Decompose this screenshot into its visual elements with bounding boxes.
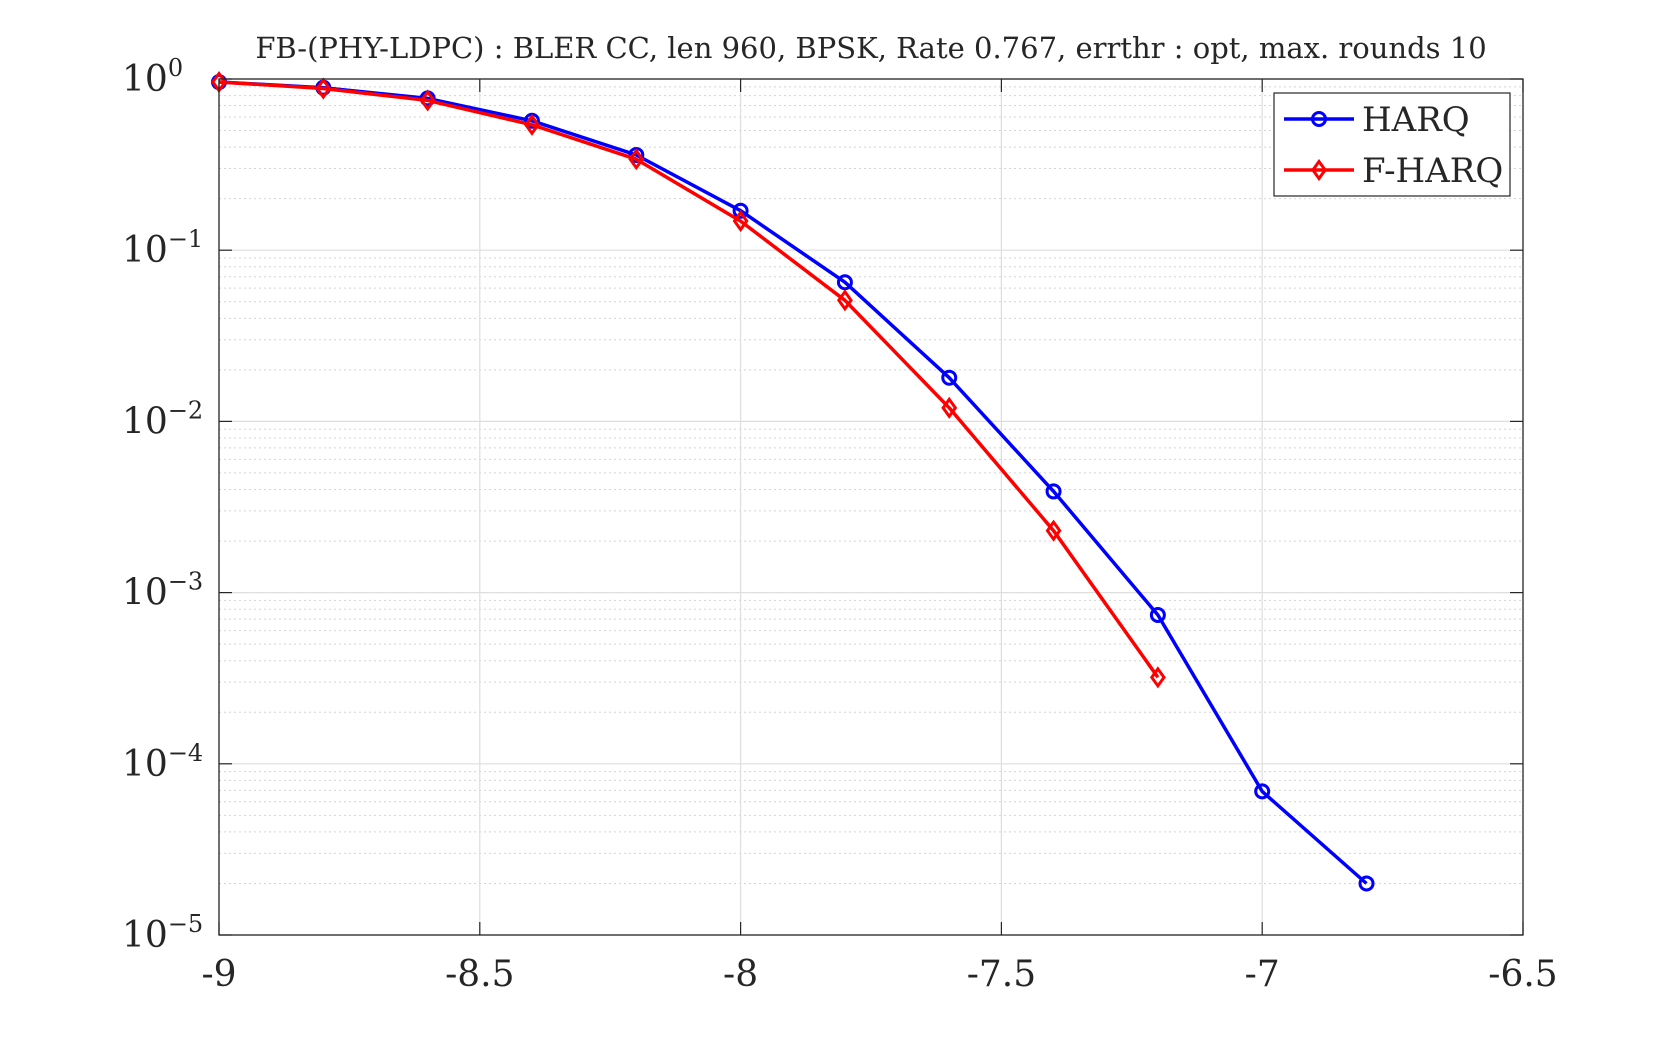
plot-area [219, 79, 1523, 935]
x-tick-label: -9 [201, 954, 236, 995]
data-point-marker [628, 148, 645, 171]
x-tick-labels: -9 -8.5 -8 -7.5 -7 -6.5 [201, 954, 1557, 995]
plot-frame [218, 78, 1524, 936]
data-point-marker [1254, 783, 1271, 800]
data-point-marker [315, 77, 332, 100]
data-point-marker [1149, 606, 1166, 623]
legend-label: F-HARQ [1362, 151, 1503, 191]
legend-swatch-marker [1311, 158, 1327, 182]
data-point-marker [941, 369, 958, 386]
data-point-marker [419, 89, 436, 112]
data-point-marker [941, 396, 958, 419]
data-point-marker [1149, 666, 1166, 689]
series-line [218, 80, 1160, 679]
y-tick-label: 10−3 [122, 568, 203, 614]
data-point-marker [836, 274, 853, 291]
series-line [218, 80, 1368, 885]
data-point-marker [836, 289, 853, 312]
y-tick-labels: 100 10−1 10−2 10−3 10−4 10−5 [122, 54, 203, 956]
y-tick-label: 10−2 [122, 396, 203, 442]
x-tick-label: -8.5 [445, 954, 514, 995]
legend: HARQ F-HARQ [1273, 92, 1511, 197]
data-point-marker [1045, 519, 1062, 542]
y-tick-label: 100 [122, 54, 183, 100]
x-tick-label: -7 [1245, 954, 1280, 995]
x-tick-label: -6.5 [1488, 954, 1557, 995]
legend-label: HARQ [1362, 100, 1470, 140]
data-point-marker [732, 209, 749, 233]
y-tick-label: 10−1 [122, 225, 203, 271]
data-point-marker [1358, 875, 1375, 892]
chart-title: FB-(PHY-LDPC) : BLER CC, len 960, BPSK, … [255, 31, 1486, 65]
data-point-marker [732, 202, 749, 219]
data-point-marker [523, 113, 540, 136]
y-tick-label: 10−4 [122, 739, 203, 785]
data-point-marker [1045, 483, 1062, 500]
x-tick-label: -8 [723, 954, 758, 995]
x-tick-label: -7.5 [967, 954, 1036, 995]
legend-swatch-marker [1311, 111, 1327, 127]
legend-box [1273, 92, 1511, 197]
y-tick-label: 10−5 [122, 910, 203, 956]
